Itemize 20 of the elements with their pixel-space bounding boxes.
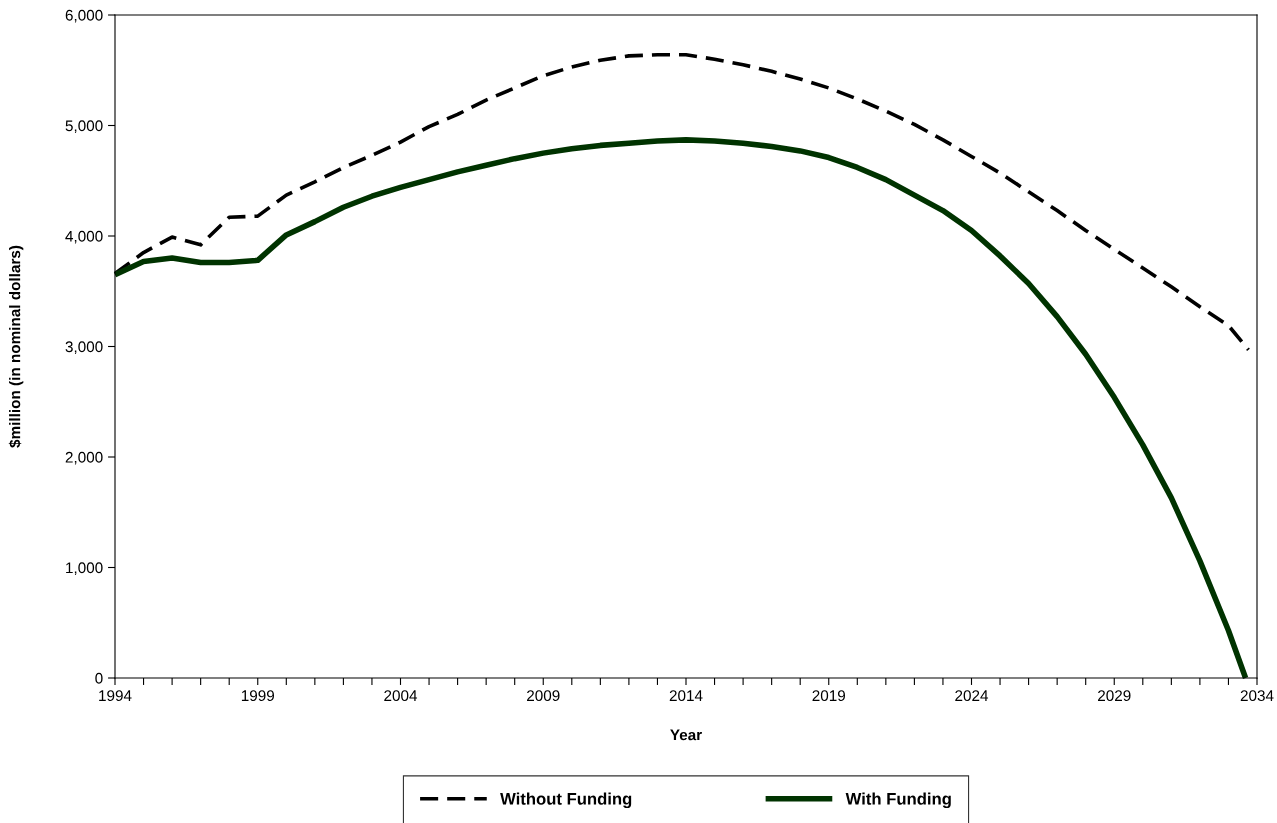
x-tick-label: 1999 xyxy=(241,690,275,702)
x-axis-title: Year xyxy=(670,729,702,741)
y-tick-label: 6,000 xyxy=(65,9,103,23)
y-tick-label: 2,000 xyxy=(65,451,103,465)
y-axis-title: $million (in nominal dollars) xyxy=(8,245,24,448)
x-tick-label: 1994 xyxy=(99,690,132,702)
y-tick-label: 0 xyxy=(95,672,103,684)
legend-label: Without Funding xyxy=(500,792,632,809)
x-tick-label: 2024 xyxy=(955,690,989,702)
x-tick-label: 2004 xyxy=(384,690,418,702)
legend-label: With Funding xyxy=(845,792,951,809)
y-tick-label: 5,000 xyxy=(65,120,103,133)
x-tick-label: 2009 xyxy=(527,690,560,702)
y-tick-label: 4,000 xyxy=(65,230,103,244)
x-tick-label: 2019 xyxy=(812,690,846,702)
x-tick-label: 2034 xyxy=(1240,690,1274,702)
y-tick-label: 1,000 xyxy=(66,562,103,575)
x-tick-label: 2014 xyxy=(669,690,703,702)
x-tick-label: 2029 xyxy=(1098,690,1131,702)
y-tick-label: 3,000 xyxy=(65,341,103,354)
